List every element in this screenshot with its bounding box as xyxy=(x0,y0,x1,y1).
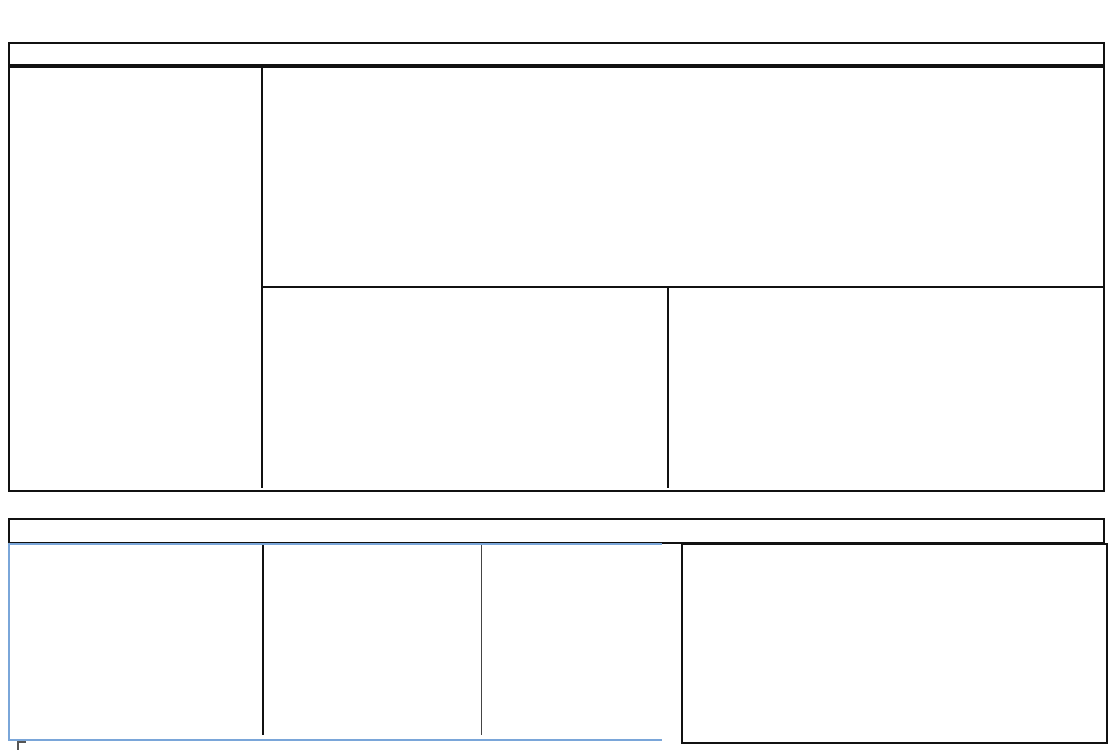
structure-kvopo4-56 xyxy=(1016,228,1094,286)
label-kvopo4-56 xyxy=(928,246,1023,263)
chart-navpo4f xyxy=(285,298,481,432)
label-navpo4f-tetragonal xyxy=(318,444,422,461)
structure-kvp2o7 xyxy=(385,568,451,660)
corner-mark xyxy=(17,741,26,750)
label-k3v2po43 xyxy=(85,688,235,705)
label-kvpo4f-64 xyxy=(308,240,408,257)
row-divider xyxy=(261,286,1105,288)
chart-kvopo4-56 xyxy=(900,82,1080,227)
label-alpha-navopo4 xyxy=(676,448,788,465)
label-kvpo4f-68 xyxy=(512,242,612,259)
chart-kvopo4-64 xyxy=(678,78,856,226)
label-kvp2o7 xyxy=(302,692,432,709)
structure-k05vopo4 xyxy=(712,612,768,664)
structure-kvpo4f-64 xyxy=(408,222,482,284)
oxidation-gradient-arrow-top xyxy=(8,6,1108,40)
label-k05vopo4 xyxy=(702,694,864,711)
chart-kvpo4f-64 xyxy=(282,80,458,220)
oxidation-gradient-arrow-bottom xyxy=(8,491,1108,517)
structure-navpo4f-tetragonal xyxy=(266,438,318,486)
structure-kvpo4f-68 xyxy=(612,218,670,288)
mid-section-divider xyxy=(667,286,669,488)
chart-na3v2po43 xyxy=(500,296,650,444)
bottom-divider-1 xyxy=(262,545,264,735)
bottom-left-box xyxy=(8,543,662,741)
chart-alpha-navopo4 xyxy=(676,300,816,425)
structure-kvopo4-64 xyxy=(822,218,894,288)
oxidation-row-bottom xyxy=(8,518,1105,544)
structure-k3v2po43 xyxy=(172,580,224,644)
chart-kvpo4f-68 xyxy=(494,78,656,223)
chart-beta-navopo4 xyxy=(818,300,940,428)
label-navp2o7 xyxy=(512,690,634,707)
label-na3v2po43 xyxy=(520,450,632,467)
bottom-divider-2 xyxy=(481,545,482,735)
structure-alpha1-navopo4 xyxy=(1042,430,1096,486)
label-kvopo4-64 xyxy=(718,242,828,259)
oxidation-row-top xyxy=(8,42,1105,68)
structure-navp2o7 xyxy=(556,592,600,660)
label-na05vopo4 xyxy=(912,692,1072,709)
structure-alpha-navopo4 xyxy=(790,432,836,486)
structure-beta-navopo4 xyxy=(938,432,992,486)
main-panel-box xyxy=(8,64,1105,492)
chart-alpha1-navopo4 xyxy=(945,298,1095,426)
bottom-right-box xyxy=(681,543,1108,744)
title-cell-divider xyxy=(261,64,263,488)
label-beta-navopo4 xyxy=(836,448,936,465)
structure-na05vopo4 xyxy=(914,608,984,664)
blue-up-arrow xyxy=(660,524,676,738)
